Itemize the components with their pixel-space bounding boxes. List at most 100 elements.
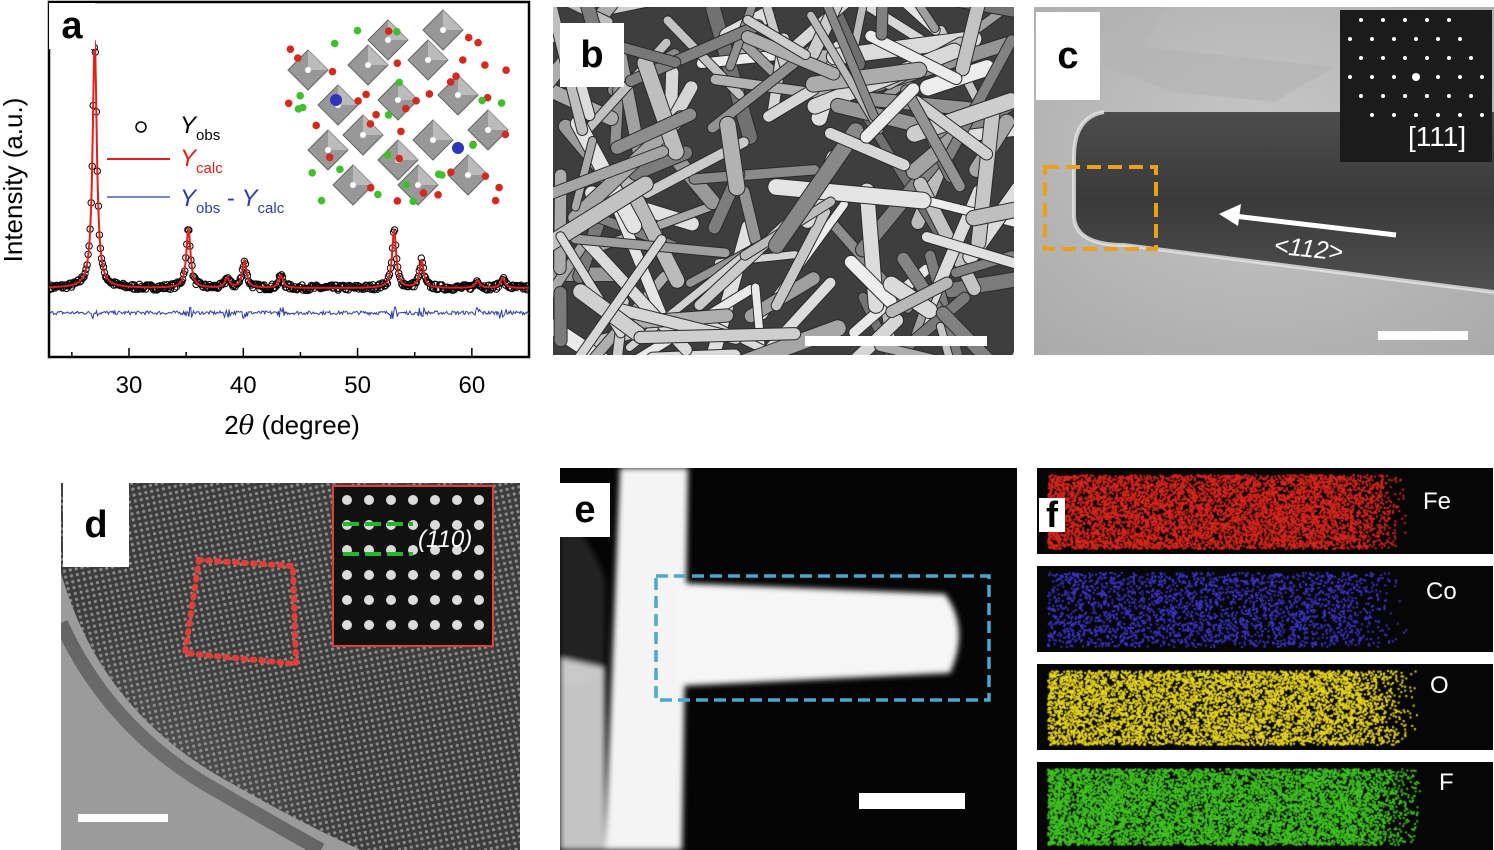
scale-bar-b: [805, 336, 987, 346]
atom: [481, 61, 489, 69]
x-tick-label: 40: [230, 372, 257, 399]
atom: [395, 78, 403, 87]
atom-column: [386, 620, 396, 630]
atom: [384, 111, 393, 119]
atom: [330, 94, 342, 106]
diffraction-spot: [1348, 37, 1352, 41]
atom: [474, 38, 482, 47]
atom: [491, 196, 500, 205]
obs-point: [348, 282, 357, 291]
saed-zone-axis: [111]: [1408, 121, 1467, 152]
diffraction-spot: [1392, 75, 1396, 79]
x-tick-label: 30: [116, 372, 143, 399]
scale-bar-d: [78, 814, 168, 822]
saed-inset: [1340, 10, 1492, 162]
atom-column: [430, 545, 440, 555]
obs-point: [524, 282, 529, 290]
atom: [447, 168, 455, 176]
atom-column: [474, 595, 484, 605]
diffraction-spot: [1436, 75, 1440, 79]
diffraction-spot: [1447, 18, 1451, 22]
atom: [362, 90, 370, 99]
atom: [452, 72, 460, 80]
obs-point: [234, 279, 243, 287]
diffraction-spot: [1392, 113, 1396, 117]
nanorod: [767, 122, 865, 254]
atom: [409, 197, 417, 206]
atom-column: [452, 620, 462, 630]
diffraction-spot: [1458, 113, 1462, 117]
atom: [434, 191, 442, 199]
atom-column: [386, 495, 396, 505]
atom: [469, 141, 477, 149]
atom: [393, 59, 402, 67]
nanorod: [875, 7, 890, 41]
crystal-structure-inset: [268, 9, 523, 215]
diffraction-spot: [1425, 18, 1429, 22]
edx-label-f: F: [1439, 769, 1454, 796]
atom: [497, 99, 506, 107]
atom: [402, 180, 411, 189]
diffraction-spot: [1403, 18, 1407, 22]
nanorod: [891, 7, 940, 34]
diffraction-spot: [1381, 18, 1385, 22]
panel-f: Fe Co O F f: [1037, 468, 1494, 850]
diffraction-spot: [1436, 37, 1440, 41]
obs-point: [79, 274, 87, 282]
atom-column: [430, 595, 440, 605]
x-axis-label: 2θ (degree): [224, 410, 360, 441]
atom: [438, 171, 446, 179]
diffraction-spot: [1359, 56, 1363, 60]
atom: [446, 78, 455, 86]
fft-lattice-inset: [332, 485, 494, 647]
atom: [501, 130, 510, 139]
diffraction-spot: [1436, 113, 1440, 117]
region-box-c: [1043, 165, 1158, 251]
atom: [374, 190, 382, 199]
obs-point: [161, 284, 169, 293]
nanorod: [864, 29, 963, 86]
atom: [397, 127, 405, 136]
atom: [419, 189, 428, 197]
edx-map-co: Co: [1037, 566, 1493, 652]
nanorod: [885, 276, 954, 319]
panel-b: b: [553, 7, 1014, 355]
obs-point: [412, 279, 420, 287]
atom: [286, 45, 295, 53]
atom-column: [430, 570, 440, 580]
legend: Yobs Ycalc Yobs - Ycalc: [107, 112, 285, 217]
atom-column: [474, 495, 484, 505]
atom-column: [364, 620, 374, 630]
diffraction-spot: [1381, 56, 1385, 60]
diffraction-spot: [1425, 94, 1429, 98]
diffraction-spot: [1480, 75, 1484, 79]
atom-column: [408, 495, 418, 505]
atom: [353, 26, 362, 35]
nanorod: [610, 107, 698, 155]
x-tick-label: 50: [344, 372, 371, 399]
obs-point: [235, 278, 244, 286]
series-difference: [49, 306, 529, 320]
atom: [478, 96, 486, 105]
atom-column: [452, 495, 462, 505]
atom-column: [386, 570, 396, 580]
diffraction-spot: [1359, 18, 1363, 22]
atom: [393, 27, 401, 36]
y-axis-label: Intensity (a.u.): [0, 98, 28, 263]
atom: [452, 142, 464, 154]
atom-column: [408, 595, 418, 605]
atom: [294, 105, 303, 113]
atom: [502, 66, 510, 74]
diffraction-spot: [1370, 37, 1374, 41]
atom-column: [386, 595, 396, 605]
nanorod: [909, 7, 1014, 26]
atom: [284, 99, 293, 108]
atom-column: [430, 620, 440, 630]
edx-map-f: F: [1037, 762, 1493, 850]
panel-label-c: c: [1036, 12, 1100, 100]
diffraction-spot: [1458, 75, 1462, 79]
nanorod: [900, 84, 966, 193]
haadf-image: [560, 468, 1017, 850]
edx-label-o: O: [1430, 672, 1449, 699]
nanorod: [965, 200, 1014, 227]
